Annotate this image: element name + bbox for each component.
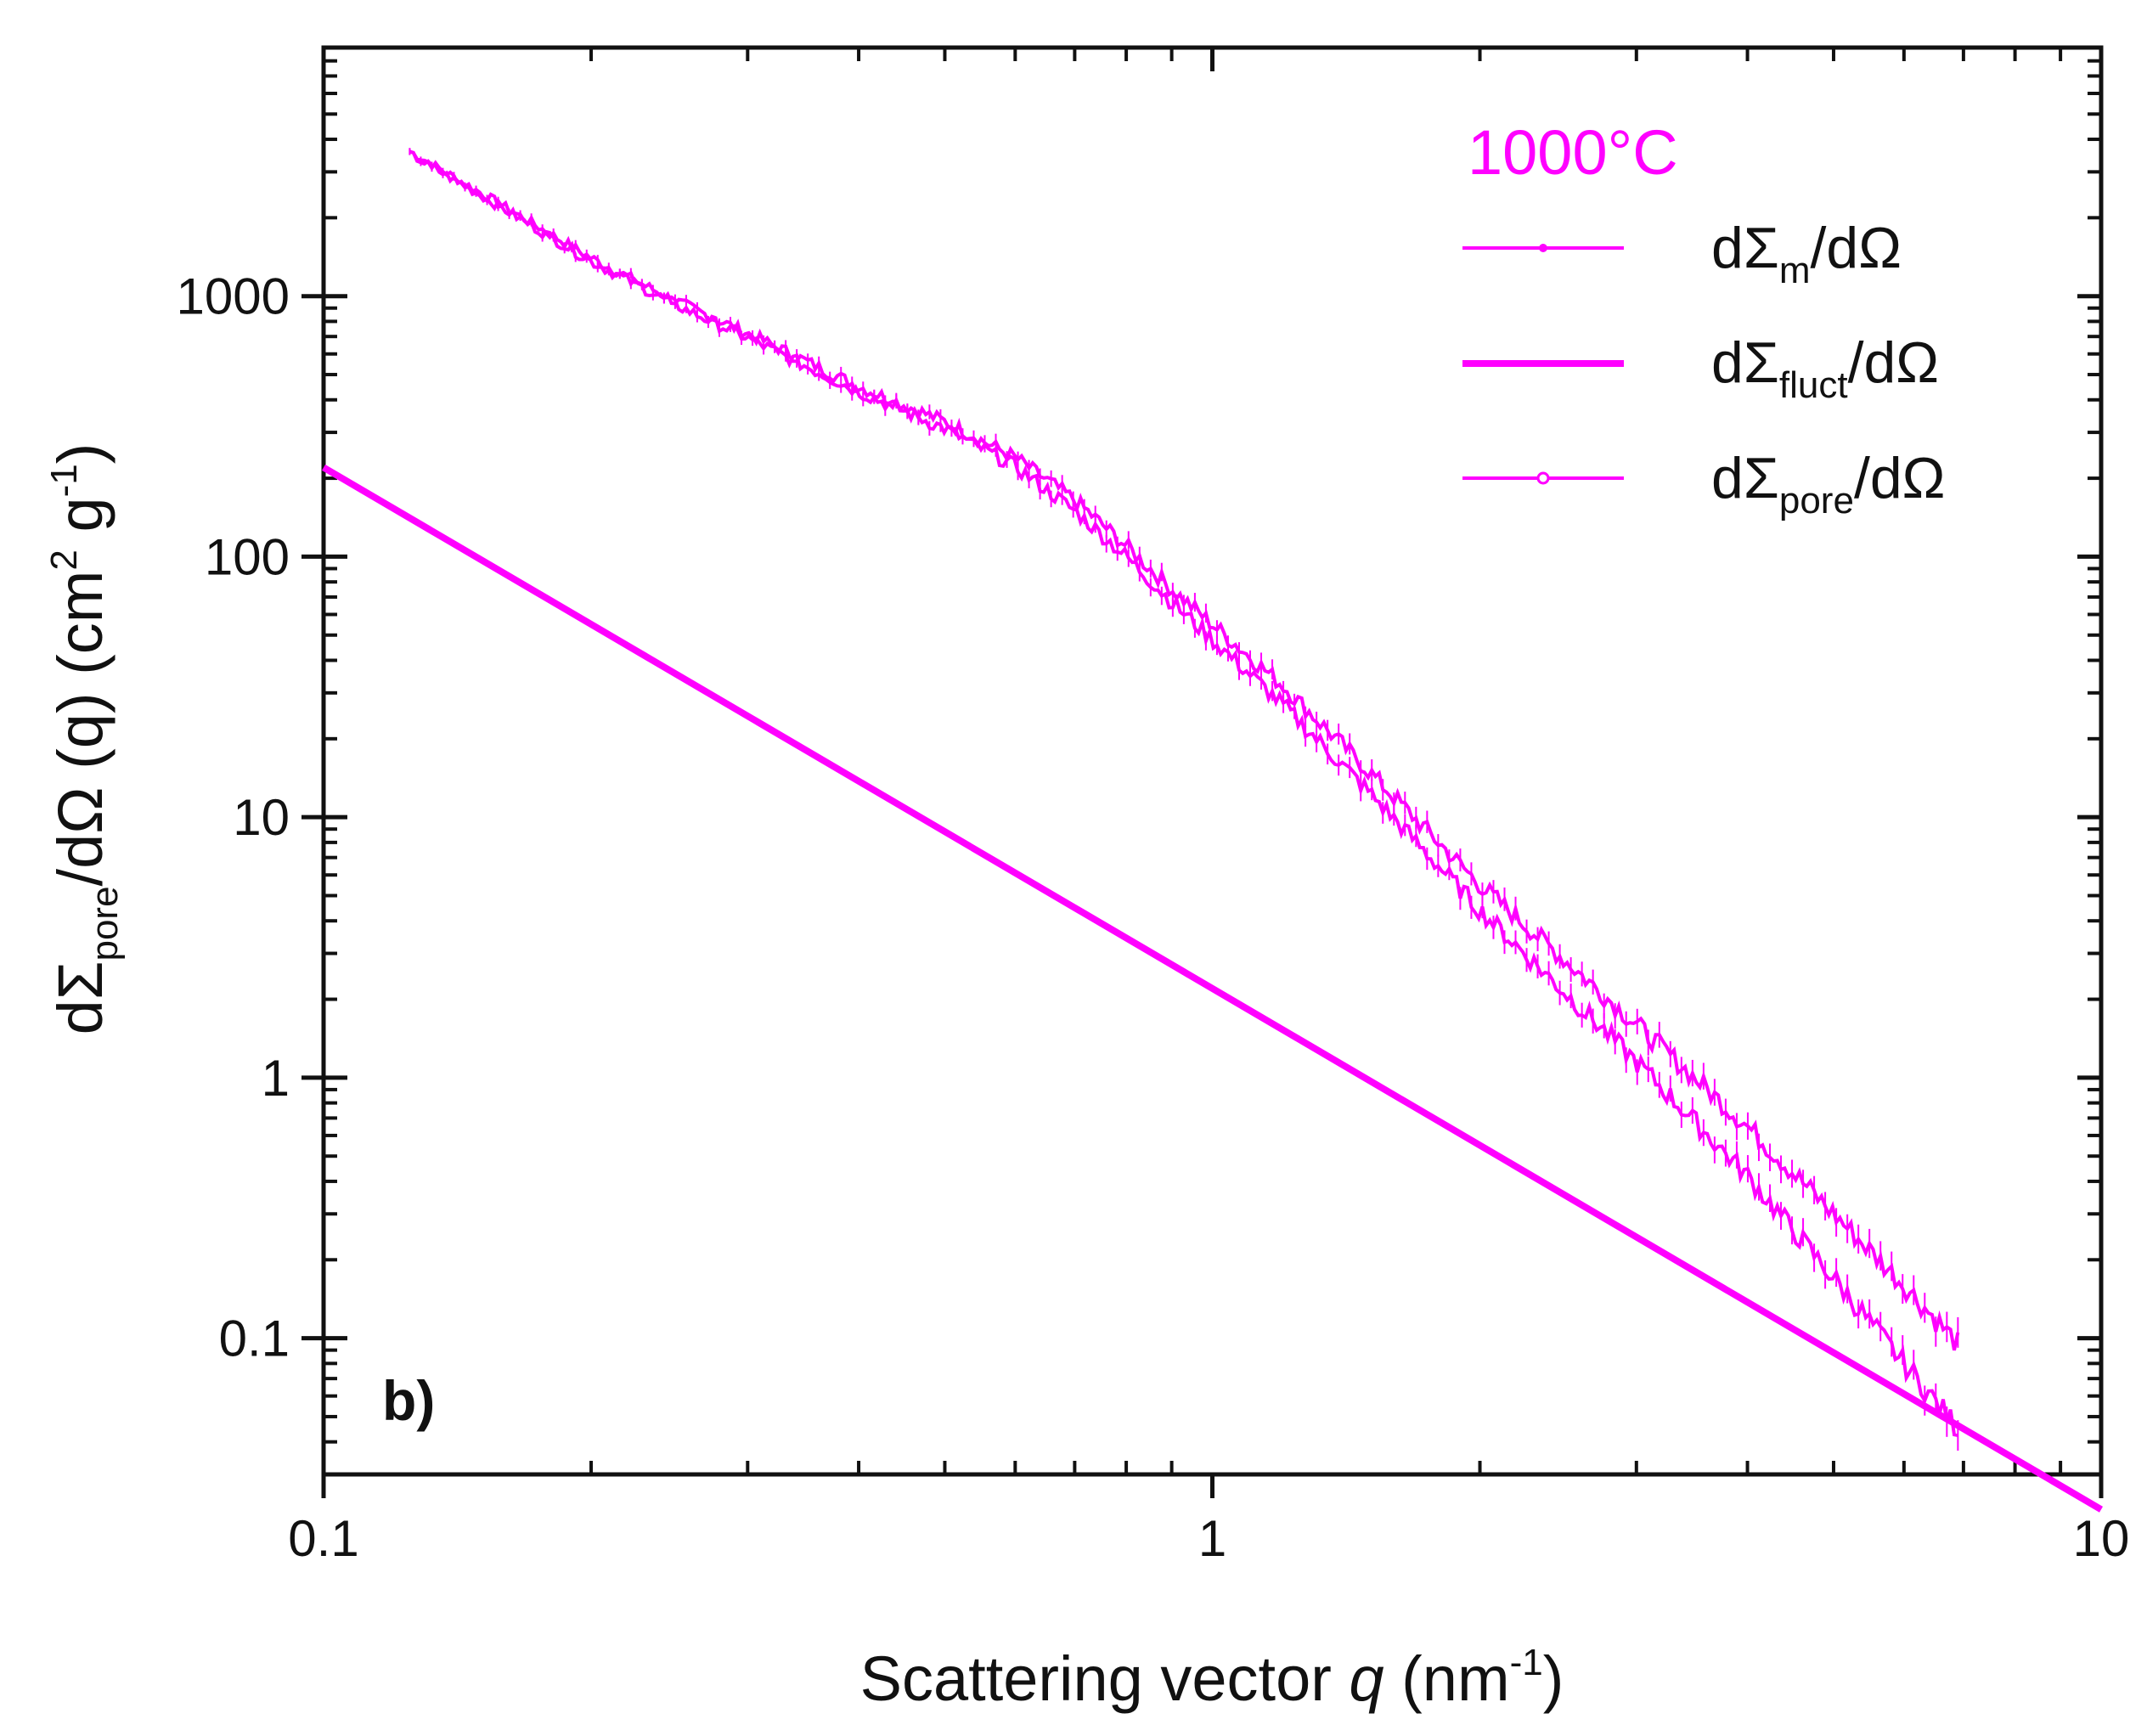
y-axis-title: dΣpore/dΩ (q) (cm2 g-1) xyxy=(43,443,126,1035)
x-axis-title: Scattering vector q (nm-1) xyxy=(860,1642,1564,1714)
legend: 1000°C dΣm/dΩ dΣfluct/dΩ dΣpore/dΩ xyxy=(1462,117,1945,521)
y-tick-label: 1 xyxy=(262,1050,290,1107)
minor-ticks xyxy=(324,48,2101,1474)
x-tick-labels: 0.1 1 10 xyxy=(288,1510,2129,1567)
panel-label: b) xyxy=(382,1369,435,1432)
x-tick-label: 10 xyxy=(2073,1510,2130,1567)
y-tick-label: 0.1 xyxy=(219,1310,290,1367)
y-tick-label: 1000 xyxy=(177,268,290,325)
legend-label-fluct: dΣfluct/dΩ xyxy=(1711,330,1939,406)
series-layer xyxy=(321,148,2104,1513)
series-fluct-line xyxy=(321,464,2104,1513)
series-2-group xyxy=(409,148,1959,1451)
legend-marker-measured xyxy=(1539,244,1547,252)
y-tick-labels: 0.1 1 10 100 1000 xyxy=(177,268,290,1367)
x-tick-label: 1 xyxy=(1198,1510,1226,1567)
legend-marker-pore xyxy=(1536,471,1550,485)
y-tick-label: 10 xyxy=(233,789,290,846)
legend-label-pore: dΣpore/dΩ xyxy=(1711,446,1945,521)
legend-title: 1000°C xyxy=(1468,117,1678,188)
x-tick-label: 0.1 xyxy=(288,1510,358,1567)
major-ticks xyxy=(301,48,2104,1498)
legend-label-measured: dΣm/dΩ xyxy=(1711,216,1902,291)
y-tick-label: 100 xyxy=(205,528,290,585)
